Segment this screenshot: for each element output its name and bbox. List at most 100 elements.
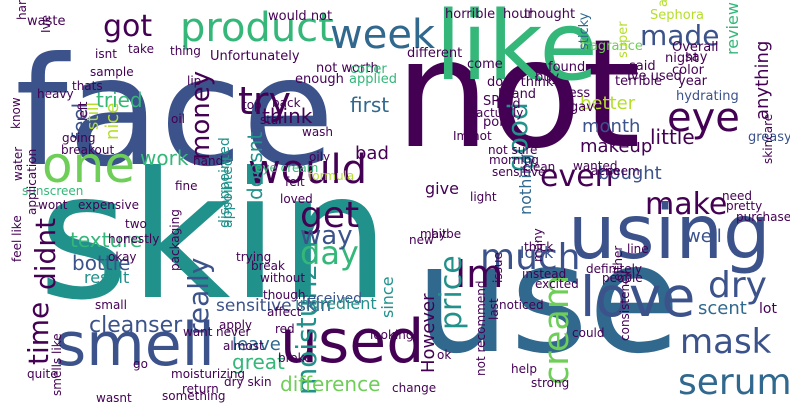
word-scent: scent xyxy=(698,298,747,319)
word-really: really xyxy=(182,257,215,335)
word-use: use xyxy=(415,213,681,387)
word-smell: smell xyxy=(55,310,215,380)
word-work: work xyxy=(140,146,189,170)
word-sample: sample xyxy=(90,65,134,79)
word-found: found xyxy=(548,60,586,75)
word-would-not: would not xyxy=(268,9,333,24)
word-serum: serum xyxy=(678,362,790,403)
word-excited: excited xyxy=(535,277,579,291)
word-quite: quite xyxy=(27,367,58,381)
word-going: going xyxy=(62,131,96,145)
word-seem: seem xyxy=(607,164,640,178)
word-honestly: honestly xyxy=(108,232,160,246)
word-nice: nice xyxy=(102,102,123,140)
word-without: without xyxy=(260,271,306,285)
word-super: super xyxy=(616,21,631,58)
word-water: water xyxy=(11,146,25,181)
word-wasnt: wasnt xyxy=(96,391,132,405)
word-im-not: Im not xyxy=(453,129,492,143)
word-affect: affect xyxy=(267,305,302,319)
word-applied: applied xyxy=(349,72,397,87)
word-something: something xyxy=(162,389,226,403)
word-leave: leave xyxy=(232,334,281,355)
word-look: look xyxy=(520,243,554,262)
word-terrible: terrible xyxy=(615,74,663,89)
word-know: know xyxy=(9,97,23,129)
word-used: used xyxy=(280,307,425,377)
word-ive-used: Ive used xyxy=(627,69,682,84)
word-wont: wont xyxy=(38,198,68,212)
word-try: try xyxy=(238,79,292,123)
word-give: give xyxy=(425,179,459,198)
word-make: make xyxy=(645,187,728,222)
word-tried: tried xyxy=(96,88,143,112)
word-wanted: wanted xyxy=(573,159,618,173)
word-bad: bad xyxy=(355,143,389,164)
word-left: left xyxy=(76,101,90,121)
word-packaging: packaging xyxy=(168,209,182,271)
word-enough: enough xyxy=(295,72,344,87)
word-gave: gave xyxy=(570,100,602,115)
word-okay: okay xyxy=(108,250,137,264)
word-oil: oil xyxy=(171,112,186,126)
word-lip: lip xyxy=(187,74,202,88)
word-ive: Ive xyxy=(39,14,53,33)
word-ok: ok xyxy=(437,348,452,362)
word-not-sure: not sure xyxy=(488,143,538,157)
word-fine: fine xyxy=(175,179,198,193)
word-morning: morning xyxy=(489,153,539,167)
word-dry: dry xyxy=(708,265,767,306)
word-actually: actually xyxy=(476,106,524,120)
word-great: great xyxy=(232,350,285,374)
word-better: better xyxy=(580,93,636,114)
word-want: want xyxy=(183,325,213,339)
word-looking: looking xyxy=(370,328,414,342)
word-thing: thing xyxy=(170,44,201,58)
word-sensitive: sensitive xyxy=(492,165,546,179)
word-result: result xyxy=(84,268,130,287)
word-love: love xyxy=(580,265,696,329)
word-cream: cream xyxy=(537,275,577,385)
word-back: back xyxy=(272,96,301,110)
word-ingredient: ingredient xyxy=(295,294,377,313)
word-think: think xyxy=(262,104,313,128)
word-take: take xyxy=(128,42,154,56)
word-feel-like: feel like xyxy=(10,215,24,262)
word-though: though xyxy=(263,288,306,302)
word-much: much xyxy=(480,237,581,278)
word-greasy: greasy xyxy=(748,130,790,145)
word-month: month xyxy=(582,116,641,137)
word-waste: waste xyxy=(27,14,66,29)
word-eye-cream: eye cream xyxy=(255,161,319,175)
word-not: not xyxy=(395,8,641,182)
word-mask: mask xyxy=(680,322,772,362)
word-got: got xyxy=(103,9,153,44)
word-little: little xyxy=(650,125,695,149)
word-hour: hour xyxy=(503,7,533,22)
word-time: time xyxy=(22,301,55,365)
word-noticed: noticed xyxy=(499,298,544,312)
word-new: new xyxy=(409,233,434,247)
word-breakout: breakout xyxy=(61,143,115,157)
word-since: since xyxy=(378,276,397,318)
word-sunscreen: sunscreen xyxy=(22,184,84,198)
word-well: well xyxy=(686,226,722,247)
word-skincare: skincare xyxy=(761,113,775,164)
word-lot: lot xyxy=(759,301,777,317)
word-hand: hand xyxy=(193,154,224,168)
word-way: way xyxy=(300,221,353,251)
word-like: like xyxy=(435,0,598,102)
word-day: day xyxy=(300,234,359,272)
word-last: last xyxy=(487,298,501,320)
word-dont-think: dont think xyxy=(487,75,554,90)
word-product: product xyxy=(180,5,334,51)
word-expensive: expensive xyxy=(78,198,139,212)
word-heavy: heavy xyxy=(37,87,74,101)
word-come: come xyxy=(467,57,503,72)
word-moisturizing: moisturizing xyxy=(171,367,246,381)
word-less: less xyxy=(565,86,591,101)
word-spf: SPF xyxy=(483,94,507,109)
word-purchased: purchased xyxy=(736,210,790,224)
word-return: return xyxy=(182,382,219,396)
word-week: week xyxy=(330,12,436,58)
